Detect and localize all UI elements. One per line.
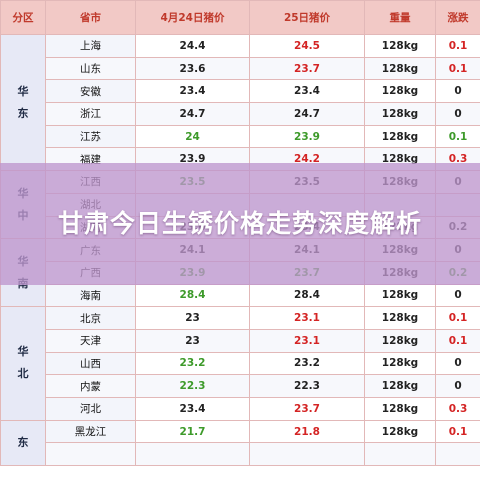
change-cell: 0: [435, 283, 480, 308]
region-cell: 华东: [0, 33, 46, 172]
weight-cell: 128kg: [364, 397, 436, 421]
region-cell: 东: [0, 419, 46, 467]
price-25-cell: 24.5: [249, 34, 365, 58]
header-price-25: 25日猪价: [249, 0, 365, 35]
city-cell: 河北: [45, 397, 136, 421]
region-char: 东: [17, 435, 29, 449]
region-cell: 华北: [0, 306, 46, 421]
city-cell: 山东: [45, 56, 136, 81]
price-25-cell: 28.4: [249, 283, 365, 308]
city-cell: 天津: [45, 328, 136, 353]
change-cell: 0.1: [435, 419, 480, 444]
city-cell: 安徽: [45, 79, 136, 104]
weight-cell: 128kg: [364, 328, 436, 353]
table-row: 华北北京 23 23.1 128kg 0.1: [0, 306, 480, 421]
table-row: 天津 23 23.1 128kg 0.1: [1, 328, 480, 353]
header-city: 省市: [45, 0, 136, 35]
price-apr24-cell: 23: [135, 328, 250, 353]
city-cell: 山西: [45, 351, 136, 376]
price-25-cell: 23.7: [249, 56, 365, 81]
region-char: 华: [17, 84, 29, 98]
price-25-cell: 23.2: [249, 351, 365, 376]
header-region: 分区: [0, 0, 46, 35]
change-cell: 0.1: [435, 328, 480, 353]
city-cell: 浙江: [45, 102, 136, 126]
table-row: 安徽 23.4 23.4 128kg 0: [1, 79, 480, 104]
price-apr24-cell: 23.6: [135, 56, 250, 81]
weight-cell: 128kg: [364, 56, 436, 81]
city-cell: 江苏: [45, 124, 136, 149]
price-25-cell: [249, 442, 365, 467]
city-cell: 海南: [45, 283, 136, 308]
banner-title: 甘肃今日生锈价格走势深度解析: [57, 209, 422, 238]
table-row: 东 黑龙江 21.7 21.8 128kg 0.1: [0, 419, 480, 467]
weight-cell: 128kg: [364, 124, 436, 149]
price-25-cell: 22.3: [249, 374, 365, 398]
weight-cell: 128kg: [364, 283, 436, 308]
change-cell: 0.3: [435, 397, 480, 421]
price-apr24-cell: 24: [135, 124, 250, 149]
table-row: [1, 442, 480, 467]
weight-cell: 128kg: [364, 102, 436, 126]
change-cell: 0: [435, 102, 480, 126]
price-25-cell: 23.7: [249, 397, 365, 421]
header-price-apr24: 4月24日猪价: [135, 0, 250, 35]
price-25-cell: 23.9: [249, 124, 365, 149]
city-cell: 上海: [45, 34, 136, 58]
header-weight: 重量: [364, 0, 436, 35]
region-char: 东: [17, 106, 29, 120]
price-apr24-cell: 28.4: [135, 283, 250, 308]
region-char: 北: [17, 367, 29, 381]
price-apr24-cell: 21.7: [135, 419, 250, 444]
change-cell: 0: [435, 351, 480, 376]
price-25-cell: 23.1: [249, 328, 365, 353]
table-header-row: 分区 省市 4月24日猪价 25日猪价 重量 涨跌: [0, 0, 480, 35]
title-banner: 甘肃今日生锈价格走势深度解析: [0, 163, 480, 285]
price-25-cell: 24.7: [249, 102, 365, 126]
price-apr24-cell: 22.3: [135, 374, 250, 398]
change-cell: 0.1: [435, 34, 480, 58]
table-row: 华东上海 24.4 24.5 128kg 0.1: [0, 33, 480, 172]
weight-cell: 128kg: [364, 351, 436, 376]
change-cell: 0.1: [435, 56, 480, 81]
price-25-cell: 21.8: [249, 419, 365, 444]
price-apr24-cell: 23.4: [135, 79, 250, 104]
weight-cell: 128kg: [364, 374, 436, 398]
region-char: 华: [17, 345, 29, 359]
table-row: 山西 23.2 23.2 128kg 0: [1, 351, 480, 376]
table-row: 江苏 24 23.9 128kg 0.1: [1, 124, 480, 149]
price-25-cell: 23.4: [249, 79, 365, 104]
header-change: 涨跌: [435, 0, 480, 35]
price-apr24-cell: 23: [135, 306, 250, 330]
table-row: 山东 23.6 23.7 128kg 0.1: [1, 56, 480, 81]
weight-cell: 128kg: [364, 306, 436, 330]
weight-cell: 128kg: [364, 79, 436, 104]
weight-cell: 128kg: [364, 419, 436, 444]
table-row: 内蒙 22.3 22.3 128kg 0: [1, 374, 480, 398]
price-apr24-cell: 24.4: [135, 34, 250, 58]
table-row: 海南 28.4 28.4 128kg 0: [1, 283, 480, 308]
price-apr24-cell: 24.7: [135, 102, 250, 126]
table-row: 河北 23.4 23.7 128kg 0.3: [1, 397, 480, 421]
weight-cell: 128kg: [364, 34, 436, 58]
city-cell: 北京: [45, 306, 136, 330]
city-cell: 内蒙: [45, 374, 136, 398]
price-apr24-cell: [135, 442, 250, 467]
table-row: 浙江 24.7 24.7 128kg 0: [1, 102, 480, 126]
change-cell: 0: [435, 374, 480, 398]
price-apr24-cell: 23.4: [135, 397, 250, 421]
change-cell: [435, 442, 480, 467]
price-apr24-cell: 23.2: [135, 351, 250, 376]
change-cell: 0.1: [435, 124, 480, 149]
change-cell: 0: [435, 79, 480, 104]
weight-cell: [364, 442, 436, 467]
change-cell: 0.1: [435, 306, 480, 330]
city-cell: [45, 442, 136, 467]
city-cell: 黑龙江: [45, 419, 136, 444]
price-25-cell: 23.1: [249, 306, 365, 330]
